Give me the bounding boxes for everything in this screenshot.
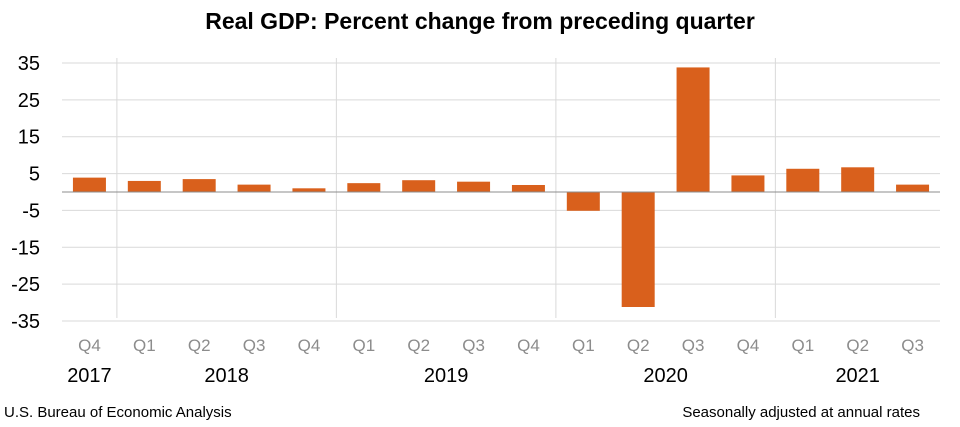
bar bbox=[237, 184, 271, 192]
x-tick-label: Q4 bbox=[298, 336, 321, 355]
y-tick-label: 5 bbox=[29, 164, 40, 186]
year-label: 2018 bbox=[204, 365, 249, 387]
bar bbox=[402, 180, 436, 192]
x-tick-label: Q1 bbox=[133, 336, 156, 355]
x-tick-label: Q4 bbox=[78, 336, 101, 355]
bar bbox=[841, 167, 875, 192]
bar bbox=[347, 183, 381, 192]
y-tick-label: -35 bbox=[11, 311, 40, 333]
bar bbox=[731, 175, 765, 192]
year-label: 2019 bbox=[424, 365, 469, 387]
y-tick-label: 35 bbox=[18, 53, 40, 75]
x-tick-label: Q2 bbox=[627, 336, 650, 355]
source-note: U.S. Bureau of Economic Analysis bbox=[4, 404, 232, 421]
bar bbox=[566, 192, 600, 211]
x-tick-label: Q1 bbox=[791, 336, 814, 355]
x-tick-label: Q1 bbox=[572, 336, 595, 355]
x-tick-label: Q2 bbox=[407, 336, 430, 355]
x-tick-label: Q3 bbox=[682, 336, 705, 355]
bar bbox=[292, 188, 326, 192]
bar bbox=[511, 184, 545, 192]
y-tick-label: -25 bbox=[11, 274, 40, 296]
bar bbox=[676, 67, 710, 192]
x-tick-label: Q4 bbox=[517, 336, 540, 355]
year-label: 2017 bbox=[67, 365, 112, 387]
seasonal-note: Seasonally adjusted at annual rates bbox=[682, 404, 920, 421]
bar bbox=[127, 180, 161, 192]
x-tick-label: Q3 bbox=[462, 336, 485, 355]
chart-title: Real GDP: Percent change from preceding … bbox=[205, 8, 755, 34]
x-tick-label: Q2 bbox=[846, 336, 869, 355]
bar bbox=[621, 192, 655, 307]
bar bbox=[182, 179, 216, 192]
x-tick-label: Q1 bbox=[352, 336, 375, 355]
x-tick-label: Q4 bbox=[737, 336, 760, 355]
bar bbox=[896, 184, 930, 192]
bar bbox=[72, 177, 106, 192]
y-tick-label: 15 bbox=[18, 127, 40, 149]
bar bbox=[457, 181, 491, 192]
x-tick-label: Q3 bbox=[243, 336, 266, 355]
y-tick-label: 25 bbox=[18, 90, 40, 112]
year-label: 2021 bbox=[835, 365, 880, 387]
x-tick-label: Q2 bbox=[188, 336, 211, 355]
y-tick-label: -15 bbox=[11, 237, 40, 259]
x-tick-label: Q3 bbox=[901, 336, 924, 355]
year-label: 2020 bbox=[643, 365, 688, 387]
bar bbox=[786, 168, 820, 192]
y-tick-label: -5 bbox=[22, 200, 40, 222]
